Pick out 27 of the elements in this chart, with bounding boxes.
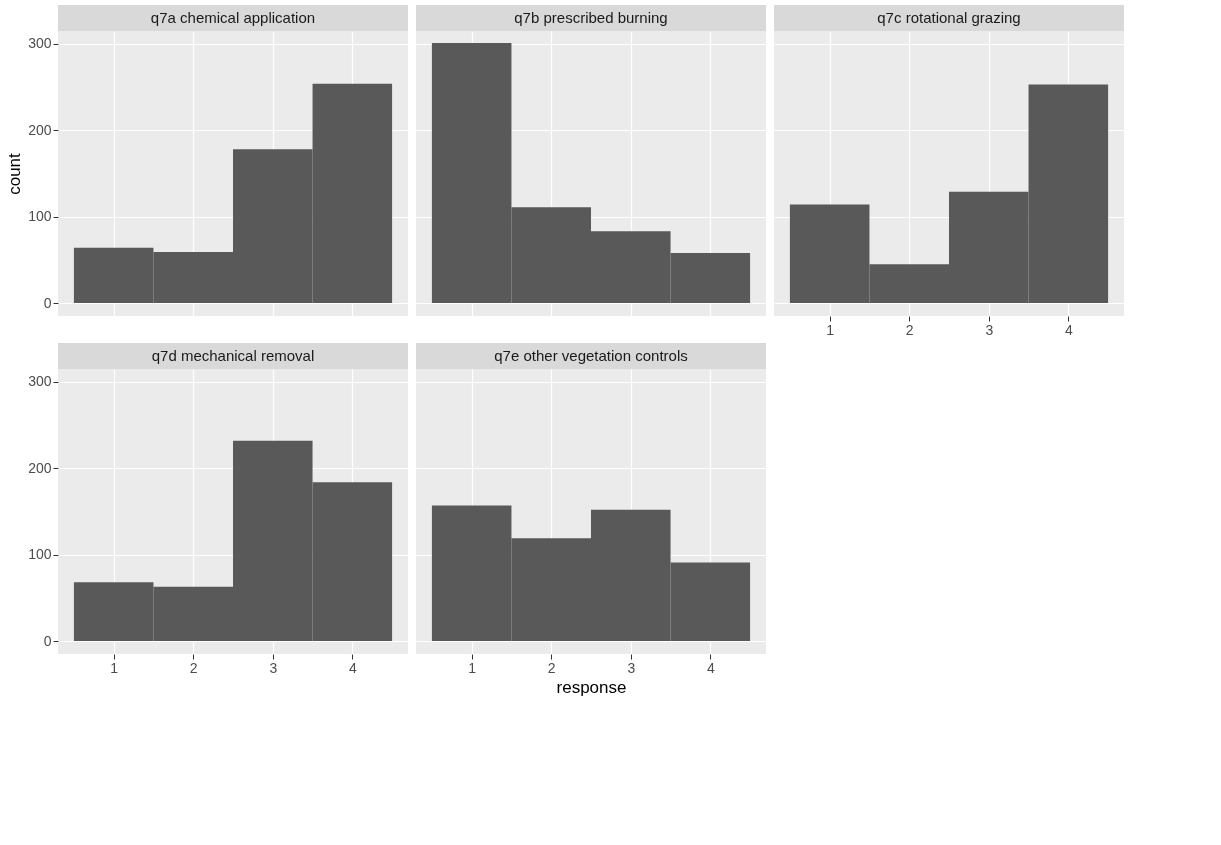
- chart-title: q7d mechanical removal: [151, 347, 315, 364]
- x-tick-label: 3: [269, 659, 278, 676]
- x-tick-label: 1: [468, 659, 477, 676]
- x-tick-label: 1: [110, 659, 119, 676]
- x-tick-label: 2: [547, 659, 556, 676]
- chart-title: q7a chemical application: [150, 9, 316, 26]
- x-tick-label: 4: [706, 659, 715, 676]
- y-tick-label: 100: [28, 546, 52, 563]
- y-tick-label: 300: [28, 373, 52, 390]
- x-tick-label: 4: [1064, 321, 1073, 338]
- chart-title: q7e other vegetation controls: [494, 347, 688, 364]
- x-tick-label: 2: [189, 659, 198, 676]
- y-tick-label: 300: [28, 35, 52, 52]
- y-tick-label: 200: [28, 121, 52, 138]
- x-axis-title: response: [556, 677, 627, 697]
- x-tick-label: 1: [826, 321, 835, 338]
- x-tick-label: 3: [985, 321, 994, 338]
- x-tick-label: 3: [627, 659, 636, 676]
- chart-title: q7b prescribed burning: [514, 9, 668, 26]
- y-tick-label: 0: [43, 294, 52, 311]
- x-tick-label: 4: [348, 659, 357, 676]
- y-axis-title: count: [5, 152, 25, 195]
- y-tick-label: 200: [28, 459, 52, 476]
- x-tick-label: 2: [905, 321, 914, 338]
- y-tick-label: 100: [28, 208, 52, 225]
- y-tick-label: 0: [43, 632, 52, 649]
- chart-title: q7c rotational grazing: [877, 9, 1021, 26]
